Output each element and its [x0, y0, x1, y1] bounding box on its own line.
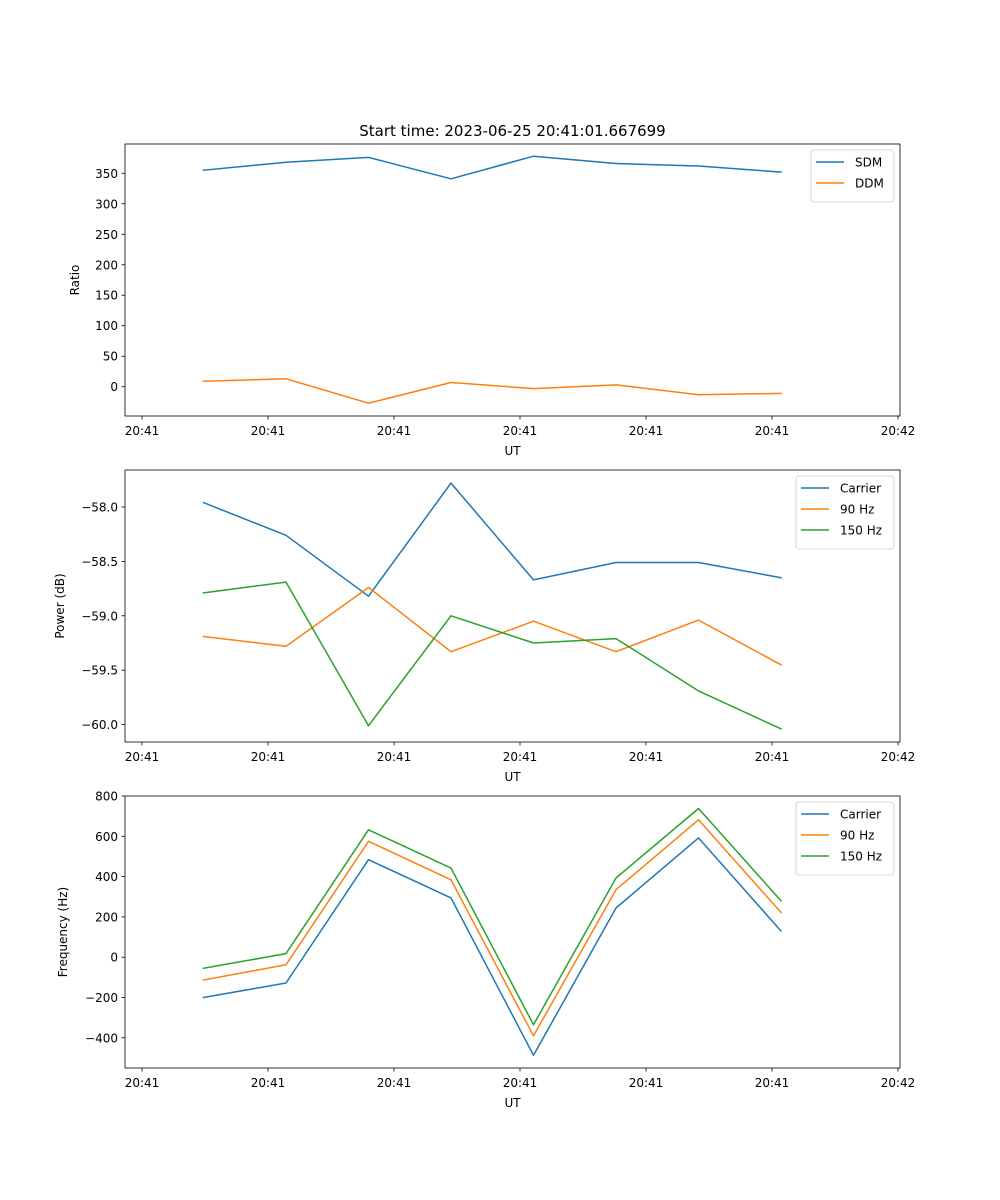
x-tick-label: 20:42 [881, 1076, 916, 1090]
series-line-150-hz [202, 581, 782, 730]
chart-panel-1: 0 50 100 150 200 250 300 350 20:41 20:41 20:41 20:4… [68, 143, 916, 458]
y-tick-label: 100 [95, 319, 118, 333]
y-tick-label: 350 [95, 167, 118, 181]
series-line-carrier [202, 482, 782, 597]
x-tick-label: 20:41 [629, 424, 664, 438]
legend-label: SDM [855, 156, 882, 170]
x-tick-label: 20:41 [503, 424, 538, 438]
x-tick-label: 20:41 [251, 750, 286, 764]
x-tick-label: 20:41 [377, 424, 412, 438]
y-tick-label: −59.5 [81, 664, 118, 678]
axes-frame [124, 469, 901, 743]
y-tick-label: 800 [95, 790, 118, 804]
y-axis-label: Ratio [68, 265, 82, 296]
legend-label: Carrier [840, 482, 881, 496]
legend-label: Carrier [840, 808, 881, 822]
x-tick-label: 20:41 [251, 424, 286, 438]
legend: Carrier 90 Hz 150 Hz [795, 801, 895, 876]
y-tick-label: 300 [95, 197, 118, 211]
chart-panel-2: −60.0 −59.5 −59.0 −58.5 −58.0 20:41 20:41 20:41… [53, 469, 916, 784]
chart-panel-3: −400 −200 0 200 400 600 800 20:41 20:41 20:41 20:4… [56, 790, 915, 1111]
y-tick-label: −200 [85, 991, 118, 1005]
y-tick-label: 600 [95, 830, 118, 844]
series-line-carrier [202, 837, 783, 1057]
x-tick-label: 20:41 [503, 750, 538, 764]
legend-label: 90 Hz [840, 503, 874, 517]
x-tick-label: 20:41 [629, 1076, 664, 1090]
legend: SDM DDM [810, 149, 895, 203]
series-line-ddm [202, 378, 782, 404]
y-tick-label: −58.0 [81, 500, 118, 514]
y-tick-label: 200 [95, 910, 118, 924]
y-tick-label: 50 [103, 350, 118, 364]
series-line-sdm [202, 155, 782, 180]
x-tick-label: 20:41 [503, 1076, 538, 1090]
y-tick-label: 400 [95, 870, 118, 884]
y-tick-label: −58.5 [81, 555, 118, 569]
y-tick-label: 0 [110, 951, 118, 965]
x-axis-label: UT [504, 770, 521, 784]
x-tick-label: 20:41 [755, 750, 790, 764]
y-tick-label: 150 [95, 289, 118, 303]
x-tick-label: 20:41 [125, 1076, 160, 1090]
x-tick-label: 20:41 [377, 1076, 412, 1090]
y-axis-label: Power (dB) [53, 573, 67, 638]
series-line-150-hz [202, 807, 783, 1026]
x-tick-label: 20:41 [629, 750, 664, 764]
x-tick-label: 20:41 [125, 424, 160, 438]
x-tick-label: 20:42 [881, 750, 916, 764]
legend: Carrier 90 Hz 150 Hz [795, 475, 895, 550]
series-line-90-hz [202, 819, 783, 1037]
x-tick-label: 20:42 [881, 424, 916, 438]
x-axis-label: UT [504, 444, 521, 458]
x-tick-label: 20:41 [377, 750, 412, 764]
y-tick-label: 200 [95, 258, 118, 272]
y-tick-label: 250 [95, 228, 118, 242]
y-tick-label: −59.0 [81, 609, 118, 623]
y-tick-label: 0 [110, 380, 118, 394]
legend-box [810, 149, 895, 203]
x-tick-label: 20:41 [251, 1076, 286, 1090]
axes-frame [124, 795, 901, 1069]
x-tick-label: 20:41 [755, 1076, 790, 1090]
series-line-90-hz [202, 586, 783, 666]
x-tick-label: 20:41 [755, 424, 790, 438]
y-axis-label: Frequency (Hz) [56, 887, 70, 978]
y-tick-label: −400 [85, 1031, 118, 1045]
figure-title: Start time: 2023-06-25 20:41:01.667699 [359, 122, 665, 140]
axes-frame [124, 143, 901, 417]
legend-label: DDM [855, 177, 884, 191]
y-tick-label: −60.0 [81, 718, 118, 732]
legend-label: 150 Hz [840, 850, 882, 864]
x-axis-label: UT [504, 1096, 521, 1110]
x-tick-label: 20:41 [125, 750, 160, 764]
legend-label: 150 Hz [840, 524, 882, 538]
legend-label: 90 Hz [840, 829, 874, 843]
